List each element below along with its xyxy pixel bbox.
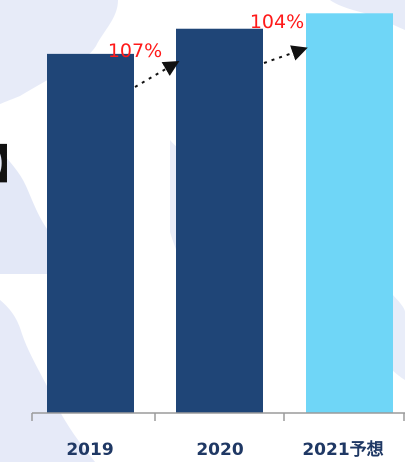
growth-arrow: [263, 45, 308, 64]
x-tick-label: 2020: [196, 440, 243, 460]
bar-2019: [47, 53, 134, 413]
growth-label: 104%: [250, 11, 304, 33]
x-tick-label: 2021予想: [302, 439, 383, 460]
bar-2021予想: [306, 13, 393, 414]
x-tick-label: 2019: [66, 440, 113, 460]
bracket-glyph: 】: [0, 142, 33, 188]
growth-arrow: [134, 60, 180, 88]
bar-2020: [176, 28, 263, 413]
growth-label: 107%: [108, 40, 162, 62]
